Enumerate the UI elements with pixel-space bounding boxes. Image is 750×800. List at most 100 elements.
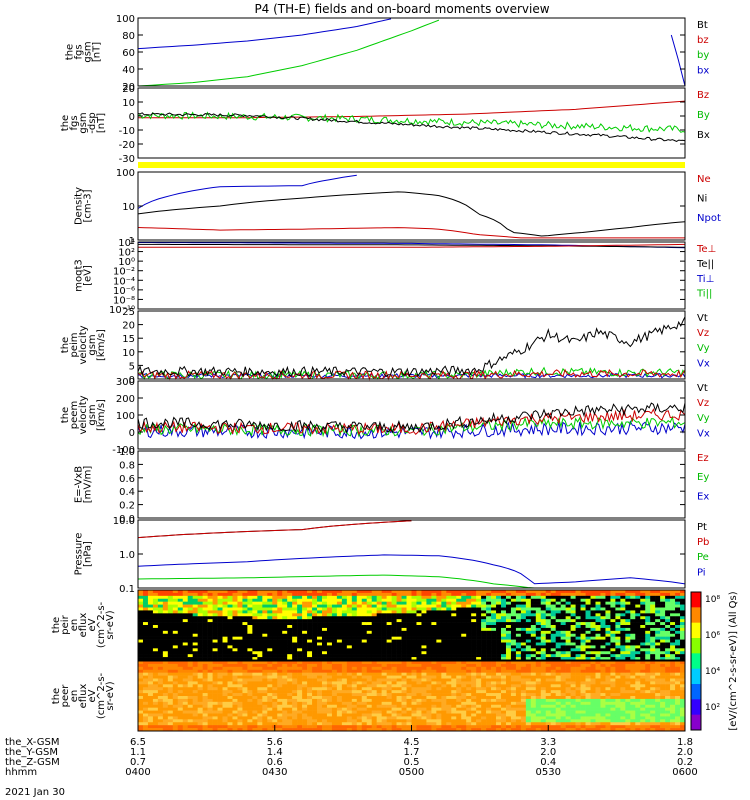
spectrogram-cell	[202, 678, 208, 682]
spectrogram-cell	[252, 719, 258, 723]
spectrogram-cell	[212, 690, 218, 694]
spectrogram-cell	[421, 651, 427, 655]
spectrogram-cell	[307, 607, 313, 611]
spectrogram-cell	[680, 625, 686, 629]
spectrogram-cell	[202, 693, 208, 697]
spectrogram-cell	[491, 633, 497, 637]
spectrogram-cell	[550, 645, 557, 649]
y-axis-label: eV	[87, 618, 98, 631]
spectrogram-cell	[411, 633, 417, 637]
spectrogram-cell	[177, 657, 184, 661]
spectrogram-cell	[317, 607, 323, 611]
spectrogram-cell	[505, 619, 512, 623]
spectrogram-cell	[431, 642, 437, 646]
spectrogram-cell	[406, 725, 412, 729]
spectrogram-cell	[515, 622, 522, 626]
spectrogram-cell	[202, 701, 208, 706]
spectrogram-cell	[525, 648, 532, 652]
spectrogram-cell	[182, 592, 189, 597]
spectrogram-cell	[257, 633, 263, 637]
spectrogram-cell	[570, 625, 576, 629]
spectrogram-cell	[675, 639, 681, 643]
spectrogram-cell	[292, 642, 298, 646]
spectrogram-cell	[381, 690, 387, 694]
spectrogram-cell	[411, 675, 417, 679]
spectrogram-cell	[277, 642, 283, 646]
spectrogram-cell	[272, 630, 278, 635]
spectrogram-cell	[287, 672, 293, 676]
spectrogram-cell	[312, 607, 318, 611]
spectrogram-cell	[361, 725, 368, 729]
spectrogram-cell	[381, 696, 387, 700]
spectrogram-cell	[321, 627, 328, 632]
spectrogram-cell	[167, 693, 174, 697]
spectrogram-cell	[277, 607, 283, 611]
spectrogram-cell	[227, 722, 233, 726]
spectrogram-cell	[267, 681, 273, 685]
spectrogram-cell	[471, 681, 477, 685]
spectrogram-cell	[411, 651, 417, 655]
spectrogram-cell	[466, 616, 472, 620]
spectrogram-cell	[411, 693, 417, 697]
spectrogram-cell	[331, 636, 338, 640]
spectrogram-cell	[570, 645, 576, 649]
spectrogram-cell	[252, 595, 258, 600]
spectrogram-cell	[277, 728, 283, 732]
spectrogram-cell	[351, 661, 358, 665]
spectrogram-cell	[277, 657, 283, 661]
spectrogram-cell	[525, 696, 532, 700]
spectrogram-cell	[515, 616, 522, 620]
spectrogram-cell	[152, 651, 159, 655]
spectrogram-cell	[331, 716, 338, 720]
spectrogram-cell	[655, 651, 661, 655]
spectrogram-cell	[391, 713, 397, 717]
spectrogram-cell	[501, 630, 507, 635]
spectrogram-cell	[421, 592, 427, 597]
spectrogram-cell	[476, 619, 482, 623]
spectrogram-cell	[376, 690, 382, 694]
spectrogram-cell	[282, 625, 288, 629]
spectrogram-cell	[540, 654, 547, 658]
spectrogram-cell	[421, 666, 427, 671]
spectrogram-cell	[302, 613, 308, 617]
spectrogram-cell	[471, 616, 477, 620]
spectrogram-cell	[630, 625, 636, 629]
spectrogram-cell	[391, 598, 397, 602]
spectrogram-cell	[192, 607, 198, 611]
spectrogram-cell	[441, 690, 447, 694]
spectrogram-cell	[496, 690, 502, 694]
spectrogram-cell	[177, 728, 184, 732]
spectrogram-cell	[510, 595, 517, 600]
spectrogram-cell	[496, 630, 502, 635]
spectrogram-cell	[297, 704, 303, 708]
series-line	[137, 408, 686, 436]
spectrogram-cell	[615, 657, 621, 661]
spectrogram-cell	[411, 696, 417, 700]
spectrogram-cell	[366, 728, 373, 732]
spectrogram-cell	[162, 687, 169, 691]
spectrogram-cell	[501, 619, 507, 623]
spectrogram-cell	[331, 613, 338, 617]
spectrogram-cell	[287, 607, 293, 611]
spectrogram-cell	[496, 654, 502, 658]
spectrogram-cell	[401, 625, 407, 629]
spectrogram-cell	[540, 687, 547, 691]
spectrogram-cell	[520, 675, 527, 679]
spectrogram-cell	[182, 672, 189, 676]
spectrogram-cell	[456, 642, 462, 646]
spectrogram-cell	[177, 645, 184, 649]
spectrogram-cell	[501, 590, 507, 594]
spectrogram-cell	[361, 713, 368, 717]
spectrogram-cell	[197, 654, 203, 658]
spectrogram-cell	[665, 648, 671, 652]
spectrogram-cell	[461, 657, 467, 661]
spectrogram-cell	[406, 701, 412, 706]
spectrogram-cell	[520, 607, 527, 611]
spectrogram-cell	[317, 622, 323, 626]
spectrogram-cell	[416, 693, 422, 697]
spectrogram-cell	[142, 627, 149, 632]
spectrogram-cell	[361, 657, 368, 661]
spectrogram-cell	[341, 613, 348, 617]
spectrogram-cell	[451, 713, 457, 717]
spectrogram-cell	[317, 722, 323, 726]
